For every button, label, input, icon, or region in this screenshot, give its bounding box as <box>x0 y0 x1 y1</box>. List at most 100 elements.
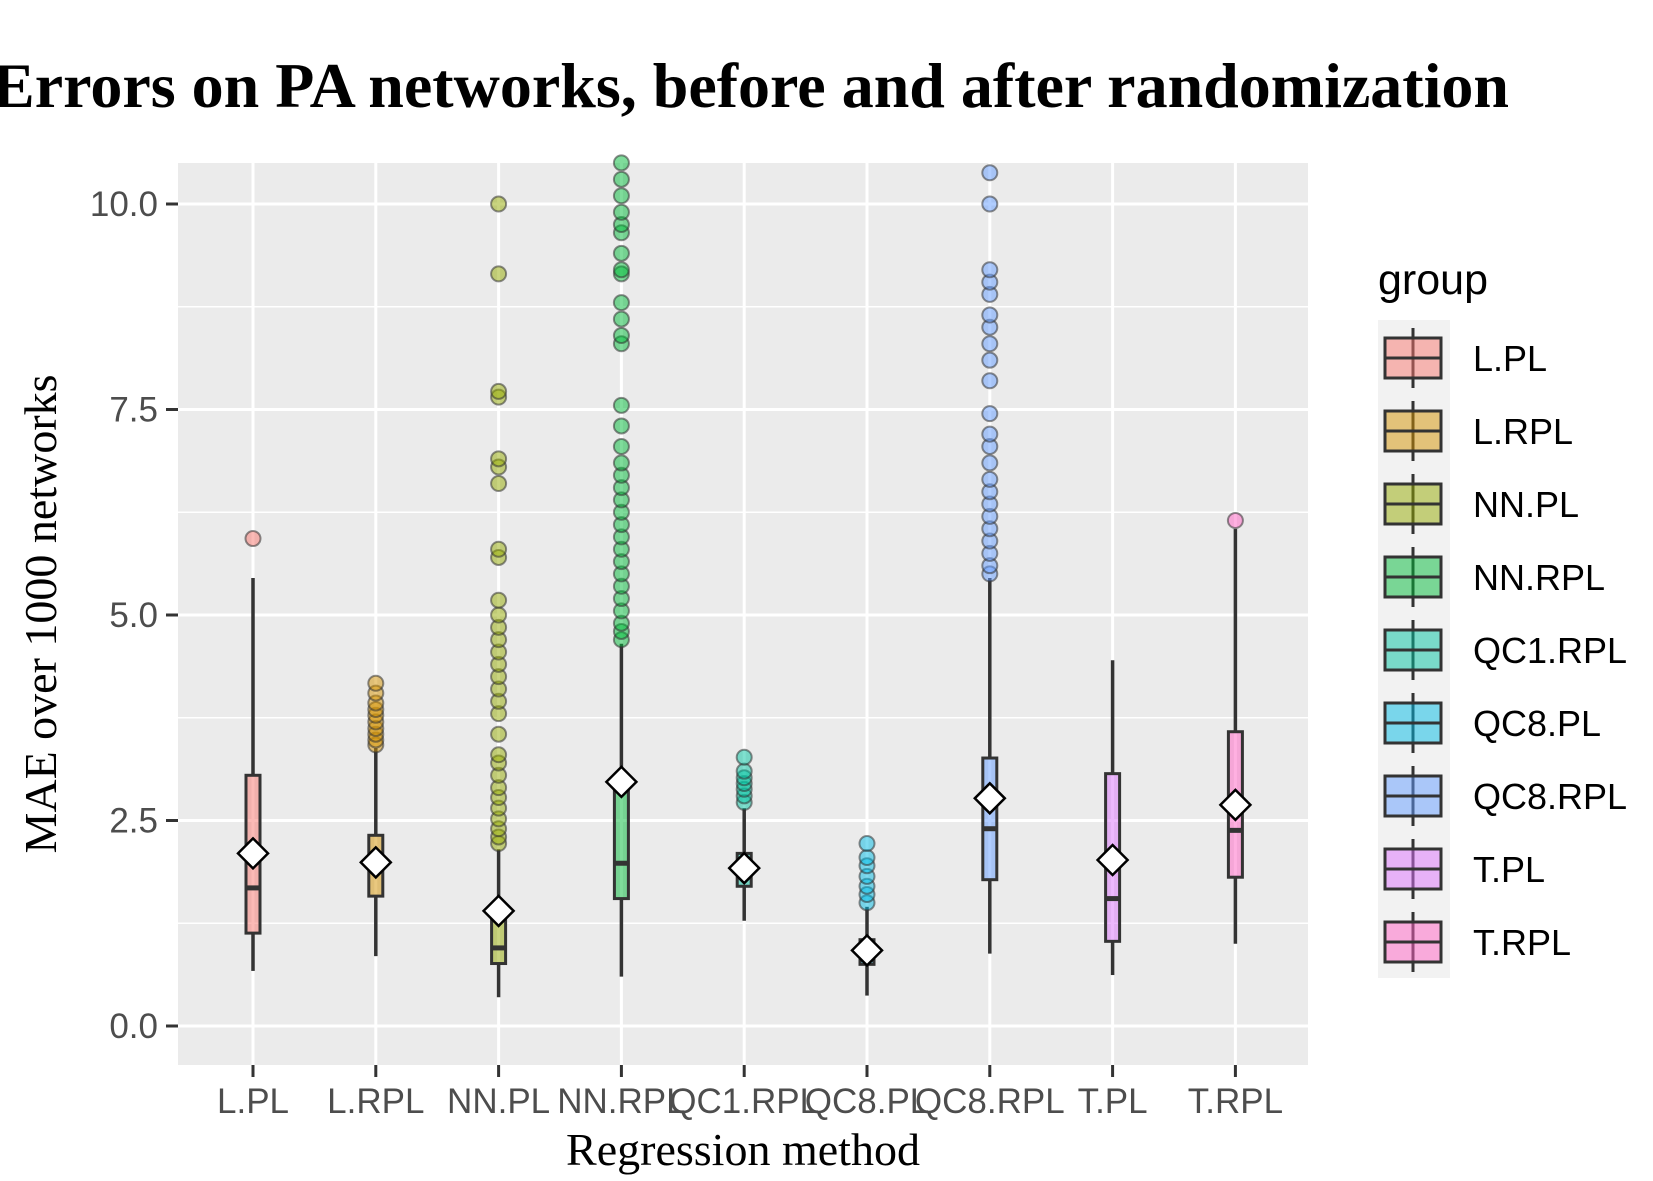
mean-marker <box>481 894 516 928</box>
legend-label: QC1.RPL <box>1473 630 1627 671</box>
legend-item-nn-rpl: NN.RPL <box>1383 547 1605 607</box>
y-tick-label: 10.0 <box>90 185 158 224</box>
outlier-point <box>858 835 876 853</box>
x-tick-label: QC8.PL <box>805 1082 930 1121</box>
outlier-point <box>490 265 508 283</box>
axes: 0.0 2.5 5.0 7.5 10.0 L.PL L.RPL NN.PL NN.RPLQC1.… <box>90 185 1283 1121</box>
outlier-point <box>735 748 753 766</box>
outlier-point <box>612 454 630 472</box>
outlier-point <box>490 606 508 624</box>
box-iqr <box>981 756 999 882</box>
mean-marker <box>236 836 270 871</box>
outlier-point <box>490 474 508 492</box>
mean-marker <box>973 781 1007 816</box>
outlier-point <box>612 203 630 221</box>
chart-title: Errors on PA networks, before and after … <box>0 50 1509 121</box>
legend-item-l-rpl: L.RPL <box>1383 401 1573 461</box>
box-group-qc8-rpl <box>973 164 1007 954</box>
outlier-point <box>490 382 508 400</box>
mean-marker <box>359 845 393 880</box>
outlier-point <box>612 294 630 312</box>
outlier-point <box>981 372 999 390</box>
boxes <box>236 154 1253 998</box>
box-group-l-rpl <box>359 674 393 957</box>
legend-label: L.PL <box>1473 338 1547 379</box>
legend-label: T.RPL <box>1473 922 1571 963</box>
outlier-point <box>981 306 999 324</box>
x-tick-label: T.RPL <box>1188 1082 1283 1121</box>
mean-marker <box>1218 788 1253 822</box>
legend-label: QC8.RPL <box>1473 776 1627 817</box>
box-group-t-pl <box>1095 660 1130 976</box>
outlier-point <box>981 470 999 488</box>
legend-item-t-pl: T.PL <box>1383 839 1545 899</box>
mean-marker <box>604 765 639 799</box>
outlier-point <box>490 591 508 609</box>
outlier-point <box>612 261 630 279</box>
y-tick-label: 5.0 <box>109 596 158 635</box>
box-group-t-rpl <box>1218 511 1253 944</box>
outlier-point <box>490 540 508 558</box>
outlier-point <box>612 437 630 455</box>
x-tick-label: T.PL <box>1078 1082 1148 1121</box>
legend-label: NN.PL <box>1473 484 1579 525</box>
x-tick-label: QC8.RPL <box>915 1082 1065 1121</box>
legend-item-qc8-rpl: QC8.RPL <box>1383 766 1627 826</box>
box-iqr <box>612 779 630 901</box>
x-tick-label: L.RPL <box>327 1082 424 1121</box>
mean-marker <box>727 851 761 885</box>
outlier-point <box>612 310 630 328</box>
outlier-point <box>981 335 999 353</box>
x-tick-label: NN.PL <box>447 1082 550 1121</box>
box-group-qc1-rpl <box>727 748 761 921</box>
box-group-nn-rpl <box>604 154 639 977</box>
y-tick-label: 2.5 <box>109 802 158 841</box>
outlier-point <box>981 425 999 443</box>
legend-label: T.PL <box>1473 849 1545 890</box>
y-tick-label: 0.0 <box>109 1007 158 1046</box>
outlier-point <box>612 170 630 188</box>
legend-label: L.RPL <box>1473 411 1573 452</box>
outlier-point <box>1226 511 1244 529</box>
legend-item-nn-pl: NN.PL <box>1383 474 1579 534</box>
outlier-point <box>490 195 508 213</box>
legend-label: NN.RPL <box>1473 557 1605 598</box>
x-tick-label: L.PL <box>217 1082 289 1121</box>
legend-item-qc1-rpl: QC1.RPL <box>1383 620 1627 680</box>
outlier-point <box>490 450 508 468</box>
legend-item-t-rpl: T.RPL <box>1383 912 1571 972</box>
legend: group L.PL L.RPL NN.PL NN.RPL QC1.RPL QC8.PL Q… <box>1378 256 1627 978</box>
legend-title: group <box>1378 256 1488 304</box>
x-tick-label: QC1.RPL <box>669 1082 819 1121</box>
outlier-point <box>981 261 999 279</box>
outlier-point <box>612 154 630 172</box>
outlier-point <box>612 327 630 345</box>
legend-item-qc8-pl: QC8.PL <box>1383 693 1601 753</box>
box-group-l-pl <box>236 530 270 971</box>
legend-item-l-pl: L.PL <box>1383 328 1547 388</box>
box-group-nn-pl <box>481 195 516 998</box>
outlier-point <box>612 417 630 435</box>
outlier-point <box>244 530 262 548</box>
outlier-point <box>612 396 630 414</box>
outlier-point <box>981 405 999 423</box>
outlier-point <box>981 351 999 369</box>
outlier-point <box>981 164 999 182</box>
outlier-point <box>367 674 385 692</box>
outlier-point <box>981 454 999 472</box>
legend-label: QC8.PL <box>1473 703 1601 744</box>
y-tick-label: 7.5 <box>109 391 158 430</box>
box-group-qc8-pl <box>850 835 884 996</box>
outlier-point <box>612 244 630 262</box>
x-tick-label: NN.RPL <box>557 1082 685 1121</box>
outlier-point <box>858 848 876 866</box>
y-axis-title: MAE over 1000 networks <box>15 374 66 853</box>
x-axis-title: Regression method <box>566 1124 920 1175</box>
outlier-point <box>612 187 630 205</box>
mean-marker <box>1095 843 1130 877</box>
outlier-point <box>981 195 999 213</box>
outlier-point <box>490 725 508 743</box>
outlier-point <box>735 762 753 780</box>
